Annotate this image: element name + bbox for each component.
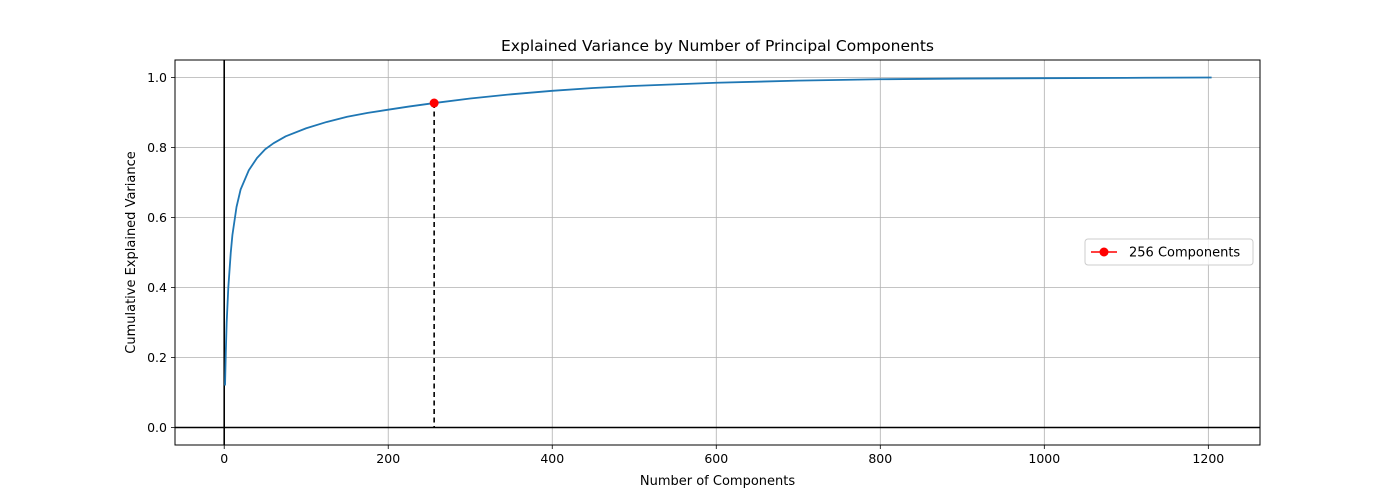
legend-box [1084, 238, 1254, 266]
chart-title: Explained Variance by Number of Principa… [501, 37, 934, 55]
reference-lines [175, 60, 1260, 445]
legend: 256 Components [1084, 238, 1254, 266]
marker-layer [429, 98, 439, 428]
y-axis-label: Cumulative Explained Variance [124, 151, 139, 353]
x-tick-label: 1000 [1028, 451, 1060, 466]
y-tick-label: 0.6 [147, 210, 167, 225]
x-tick-label: 400 [540, 451, 564, 466]
y-tick-label: 1.0 [147, 70, 167, 85]
x-tick-label: 1200 [1192, 451, 1224, 466]
tick-marks: 0 200 400 600 800 1000 1200 0.0 0.2 0.4 0.6 0.8 1.0 [147, 70, 1224, 466]
y-tick-label: 0.4 [147, 280, 167, 295]
series-layer [224, 76, 1212, 386]
y-tick-label: 0.2 [147, 350, 167, 365]
x-tick-label: 600 [704, 451, 728, 466]
y-tick-label: 0.8 [147, 140, 167, 155]
y-tick-label: 0.0 [147, 420, 167, 435]
x-tick-label: 200 [376, 451, 400, 466]
plot-frame [174, 59, 1261, 446]
legend-marker-sample [1099, 247, 1109, 257]
series-line-cumulative-variance [224, 76, 1212, 386]
x-axis-label: Number of Components [640, 474, 795, 489]
legend-entry-label: 256 Components [1129, 246, 1240, 261]
x-tick-label: 800 [868, 451, 892, 466]
x-tick-label: 0 [220, 451, 228, 466]
marker-point-256 [429, 98, 439, 108]
